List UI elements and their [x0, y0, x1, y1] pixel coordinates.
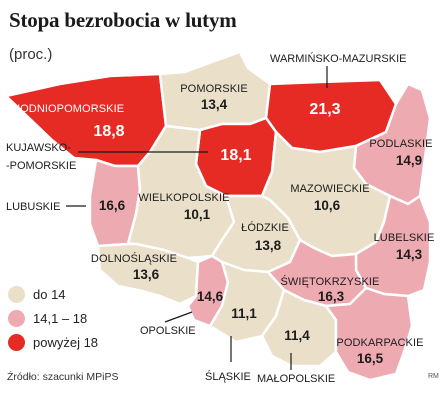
label-podkarpackie-value: 16,5 — [357, 351, 384, 366]
region-malopolskie[interactable] — [260, 288, 338, 368]
label-opolskie-value: 14,6 — [197, 289, 224, 304]
legend-item-high: powyżej 18 — [8, 330, 98, 354]
label-lubelskie-name: LUBELSKIE — [374, 232, 435, 244]
label-opolskie-name: OPOLSKIE — [140, 325, 196, 337]
label-slaskie-value: 11,1 — [231, 306, 257, 321]
legend: do 14 14,1 – 18 powyżej 18 — [8, 282, 98, 354]
label-kujawsko-value: 18,1 — [220, 147, 251, 164]
legend-item-mid: 14,1 – 18 — [8, 306, 98, 330]
label-zachodniopomorskie-name: ZACHODNIOPOMORSKIE — [0, 103, 124, 115]
label-dolnoslaskie-name: DOLNOŚLĄSKIE — [91, 252, 177, 265]
legend-swatch-high — [8, 333, 25, 351]
label-wielkopolskie-value: 10,1 — [184, 207, 211, 222]
legend-swatch-low — [8, 285, 25, 303]
author-credit: RM — [428, 373, 439, 380]
label-malopolskie-value: 11,4 — [284, 328, 310, 343]
label-warminsko-name: WARMIŃSKO-MAZURSKIE — [270, 52, 407, 65]
label-swietokrzyskie-value: 16,3 — [318, 289, 345, 304]
source-note: Źródło: szacunki MPiPS — [7, 371, 119, 383]
label-dolnoslaskie-value: 13,6 — [133, 267, 160, 282]
label-zachodniopomorskie-value: 18,8 — [93, 123, 124, 140]
label-lubuskie-name: LUBUSKIE — [6, 201, 60, 213]
label-slaskie-name: ŚLĄSKIE — [205, 370, 251, 383]
map-subtitle: (proc.) — [9, 46, 53, 63]
legend-label-high: powyżej 18 — [33, 334, 99, 350]
label-podkarpackie-name: PODKARPACKIE — [336, 337, 423, 349]
label-wielkopolskie-name: WIELKOPOLSKIE — [138, 192, 229, 204]
label-malopolskie-name: MAŁOPOLSKIE — [257, 373, 335, 385]
legend-item-low: do 14 — [8, 282, 98, 306]
label-warminsko-value: 21,3 — [309, 101, 340, 118]
label-podlaskie-value: 14,9 — [396, 153, 422, 168]
label-podlaskie-name: PODLASKIE — [369, 138, 432, 150]
label-lubelskie-value: 14,3 — [396, 247, 423, 262]
label-lodzkie-value: 13,8 — [255, 238, 282, 253]
label-pomorskie-value: 13,4 — [201, 97, 228, 112]
label-pomorskie-name: POMORSKIE — [180, 83, 248, 95]
callout-line-opolskie — [164, 311, 193, 323]
legend-label-low: do 14 — [33, 286, 66, 302]
label-kujawsko-name-line2: -POMORSKIE — [6, 160, 76, 172]
map-title: Stopa bezrobocia w lutym — [9, 8, 237, 32]
legend-label-mid: 14,1 – 18 — [33, 310, 88, 326]
label-mazowieckie-name: MAZOWIECKIE — [290, 183, 369, 195]
label-lodzkie-name: ŁÓDZKIE — [241, 221, 289, 234]
label-mazowieckie-value: 10,6 — [314, 198, 341, 213]
label-swietokrzyskie-name: ŚWIĘTOKRZYSKIE — [281, 275, 380, 288]
region-slaskie[interactable] — [208, 260, 286, 344]
legend-swatch-mid — [8, 309, 25, 327]
label-kujawsko-name-line1: KUJAWSKO- — [6, 142, 71, 154]
region-podkarpackie[interactable] — [324, 286, 414, 382]
label-lubuskie-value: 16,6 — [99, 198, 126, 213]
